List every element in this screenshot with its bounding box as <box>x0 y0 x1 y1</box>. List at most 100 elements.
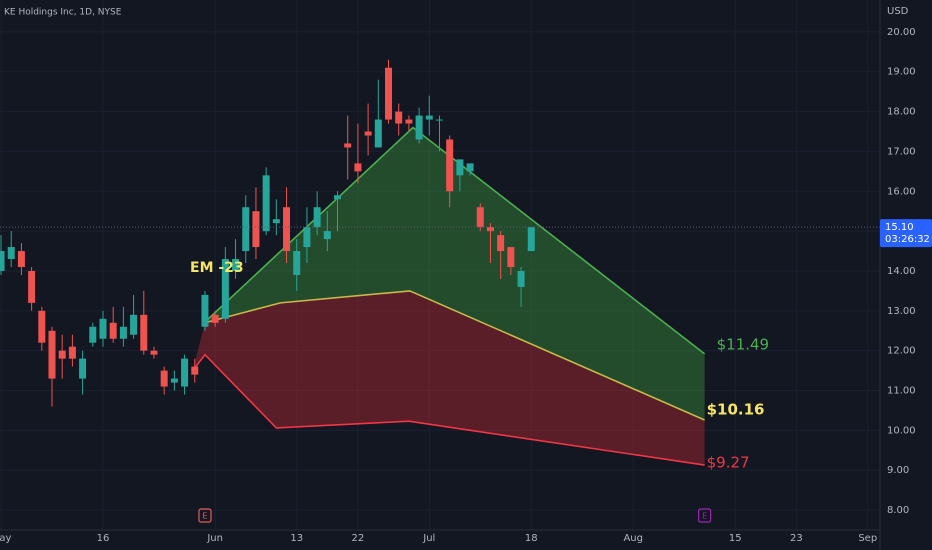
candle-body <box>38 310 46 343</box>
candle-body <box>211 314 219 323</box>
grid <box>0 0 880 530</box>
candle-body <box>242 207 250 252</box>
x-tick-label: 22 <box>352 533 365 544</box>
x-tick-label: Jun <box>206 533 223 544</box>
candle-body <box>89 326 97 343</box>
candle-body <box>415 115 423 140</box>
x-tick-label: Jul <box>422 533 435 544</box>
em-lines: $11.49 $10.16 $9.27 <box>192 126 770 472</box>
candle-body <box>507 247 515 267</box>
y-tick-label: 13.00 <box>887 306 916 317</box>
candle-body <box>252 211 260 248</box>
candle-body <box>79 358 87 379</box>
candle-body <box>395 111 403 124</box>
y-tick-label: 10.00 <box>887 425 916 436</box>
x-tick-label: 23 <box>790 533 803 544</box>
candle-body <box>283 207 291 252</box>
candle-body <box>58 350 66 359</box>
candle-body <box>303 227 311 248</box>
y-tick-label: 11.00 <box>887 386 916 397</box>
earnings-marker <box>698 508 712 523</box>
candle-body <box>313 207 321 228</box>
candle-body <box>323 231 331 240</box>
candle-body <box>456 159 464 176</box>
candle-body <box>334 195 342 200</box>
candle-body <box>119 326 127 339</box>
em-area <box>204 127 705 421</box>
y-tick-label: 17.00 <box>887 146 916 157</box>
candle-body <box>466 163 474 172</box>
candle-body <box>150 350 158 355</box>
candle-body <box>272 219 280 224</box>
candle-body <box>7 247 15 260</box>
candle-body <box>99 318 107 339</box>
candle-body <box>517 270 525 287</box>
candle-body <box>170 378 178 383</box>
x-tick-label: Aug <box>623 533 643 544</box>
earnings-label: E <box>202 512 207 521</box>
candle-body <box>374 119 382 148</box>
candle-body <box>221 259 229 319</box>
earnings-label: E <box>702 512 707 521</box>
x-tick-label: 18 <box>525 533 538 544</box>
y-tick-label: 16.00 <box>887 186 916 197</box>
candle-body <box>435 119 443 121</box>
x-tick-label: 15 <box>729 533 742 544</box>
em-line <box>204 126 706 355</box>
x-tick-label: 13 <box>290 533 303 544</box>
y-tick-label: 14.00 <box>887 266 916 277</box>
candle-body <box>497 235 505 252</box>
candle-body <box>0 251 5 271</box>
countdown: 03:26:32 <box>885 234 930 245</box>
candle-body <box>344 143 352 148</box>
candle-body <box>140 314 148 351</box>
y-tick-label: 20.00 <box>887 27 916 38</box>
candle-body <box>476 207 484 228</box>
em-line <box>192 353 705 466</box>
candle-body <box>191 366 199 375</box>
candle-body <box>446 139 454 192</box>
candle-body <box>364 131 372 136</box>
candle-body <box>425 115 433 120</box>
candle-body <box>232 259 240 271</box>
em-area <box>192 290 705 466</box>
em-value-label: $11.49 <box>717 335 770 353</box>
candle-body <box>201 294 209 327</box>
x-tick-label: May <box>0 533 11 544</box>
candle-body <box>262 175 270 232</box>
y-tick-label: 9.00 <box>887 465 909 476</box>
currency: USD <box>887 6 909 17</box>
earnings-marker <box>198 508 212 523</box>
candle-body <box>130 314 138 335</box>
candle-body <box>354 163 362 172</box>
y-tick-label: 8.00 <box>887 505 909 516</box>
candles <box>0 59 535 407</box>
candle-body <box>160 370 168 387</box>
candle-body <box>486 227 494 232</box>
em-fills <box>192 127 705 466</box>
candle-body <box>68 346 76 359</box>
candle-body <box>28 270 36 303</box>
last-price-label: 15.10 <box>885 222 914 233</box>
em-line <box>204 290 705 421</box>
chart-title: KE Holdings Inc, 1D, NYSE <box>4 8 122 18</box>
candle-body <box>405 119 413 124</box>
y-tick-label: 18.00 <box>887 107 916 118</box>
candle-body <box>527 227 535 252</box>
candle-body <box>109 322 117 339</box>
candle-body <box>181 358 189 387</box>
last-price-box <box>880 219 932 248</box>
candle-body <box>385 67 393 120</box>
x-tick-label: 16 <box>97 533 110 544</box>
candle-body <box>48 330 56 379</box>
y-tick-label: 19.00 <box>887 67 916 78</box>
em-value-label: $10.16 <box>707 401 765 419</box>
y-tick-label: 12.00 <box>887 346 916 357</box>
x-tick-label: Sep <box>858 533 877 544</box>
em-label: EM -23 <box>190 260 244 276</box>
candle-body <box>17 251 25 267</box>
candle-body <box>293 251 301 275</box>
